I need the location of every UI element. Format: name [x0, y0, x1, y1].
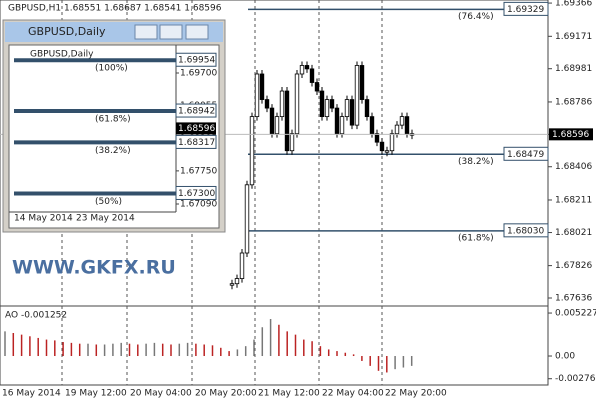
- candle: [294, 73, 300, 135]
- level-box: [503, 146, 549, 161]
- y-tick-label: 1.68021: [555, 228, 592, 238]
- level-price: 1.68479: [507, 150, 544, 160]
- candle: [284, 90, 290, 152]
- level-box: [175, 103, 217, 118]
- x-tick-label: 22 May 04:00: [322, 389, 384, 399]
- y-tick-label: 1.67636: [555, 294, 592, 304]
- candle: [349, 99, 355, 126]
- x-tick-label: 23 May 2014: [76, 214, 135, 224]
- candle: [254, 73, 260, 118]
- level-percent: (61.8%): [458, 233, 494, 243]
- y-tick-label: 1.67750: [180, 166, 217, 176]
- y-tick-label: 1.69366: [555, 0, 592, 9]
- indicator-title: AO -0.001252: [5, 311, 67, 321]
- candle: [264, 99, 270, 109]
- y-tick-label: 1.68786: [555, 97, 592, 107]
- candle: [369, 116, 375, 135]
- current-price-box: [549, 128, 593, 141]
- level-price: 1.69329: [507, 5, 544, 15]
- x-tick-label: 22 May 20:00: [385, 389, 447, 399]
- candle: [399, 116, 405, 126]
- candle: [354, 65, 360, 126]
- candle: [389, 133, 395, 152]
- candle: [234, 278, 240, 285]
- x-tick-label: 19 May 12:00: [65, 389, 127, 399]
- candle: [289, 133, 295, 152]
- candle: [274, 116, 280, 135]
- y-tick-label: -0.002761: [555, 374, 596, 384]
- level-box: [175, 52, 217, 67]
- window-button[interactable]: [159, 24, 183, 40]
- candle: [324, 99, 330, 118]
- y-tick-label: 1.69171: [555, 32, 592, 42]
- x-tick-label: 20 May 20:00: [195, 389, 257, 399]
- candle: [249, 116, 255, 186]
- inset-window: GBPUSD,DailyGBPUSD,Daily1.697001.690551.…: [2, 19, 226, 233]
- level-percent: (61.8%): [95, 115, 131, 125]
- inset-label: GBPUSD,Daily: [30, 50, 94, 60]
- level-percent: (38.2%): [95, 146, 131, 156]
- level-box: [175, 134, 217, 149]
- candle: [259, 73, 265, 100]
- level-box: [503, 1, 549, 16]
- watermark: WWW.GKFX.RU: [12, 257, 176, 279]
- y-tick-label: 1.67826: [555, 261, 592, 271]
- candle: [339, 116, 345, 135]
- level-box: [503, 223, 549, 238]
- window-button[interactable]: [185, 24, 209, 40]
- level-percent: (76.4%): [458, 12, 494, 22]
- y-tick-label: 1.68406: [555, 162, 592, 172]
- window-button[interactable]: [134, 24, 158, 40]
- y-tick-label: 1.67090: [180, 200, 217, 210]
- level-percent: (100%): [95, 64, 128, 74]
- candle: [239, 252, 245, 279]
- y-tick-label: 0.005227: [555, 309, 596, 319]
- candle: [244, 184, 250, 254]
- candle: [344, 99, 350, 118]
- candle: [359, 65, 365, 100]
- chart-title: GBPUSD,H1 1.68551 1.68687 1.68541 1.6859…: [8, 4, 222, 14]
- candle: [319, 90, 325, 118]
- candle: [379, 141, 385, 152]
- current-price: 1.68596: [552, 130, 589, 140]
- x-tick-label: 16 May 2014: [2, 389, 61, 399]
- candle: [394, 124, 400, 135]
- level-price: 1.69954: [178, 56, 215, 66]
- candle: [364, 99, 370, 118]
- current-price-box: [176, 122, 216, 135]
- candle: [404, 116, 410, 135]
- x-tick-label: 20 May 04:00: [130, 389, 192, 399]
- level-price: 1.68317: [178, 138, 215, 148]
- y-tick-label: 1.69700: [180, 68, 217, 78]
- candle: [304, 65, 310, 70]
- y-tick-label: 0.00: [555, 352, 575, 362]
- level-percent: (38.2%): [458, 157, 494, 167]
- x-tick-label: 14 May 2014: [14, 214, 73, 224]
- candle: [314, 82, 320, 92]
- candle: [309, 68, 315, 83]
- y-tick-label: 1.68981: [555, 64, 592, 74]
- candle: [229, 283, 235, 286]
- candle: [279, 90, 285, 118]
- candle: [329, 99, 335, 109]
- level-percent: (50%): [95, 197, 122, 207]
- x-tick-label: 21 May 12:00: [258, 389, 320, 399]
- y-tick-label: 1.68211: [555, 195, 592, 205]
- level-price: 1.68030: [507, 226, 544, 236]
- level-price: 1.68942: [178, 107, 215, 117]
- candle: [334, 107, 340, 135]
- level-price: 1.67300: [178, 189, 215, 199]
- window-title: GBPUSD,Daily: [28, 25, 106, 38]
- candle: [374, 133, 380, 143]
- current-price: 1.68596: [178, 124, 215, 134]
- candle: [269, 107, 275, 135]
- candle: [384, 150, 390, 153]
- candle: [299, 65, 305, 75]
- level-box: [175, 185, 217, 200]
